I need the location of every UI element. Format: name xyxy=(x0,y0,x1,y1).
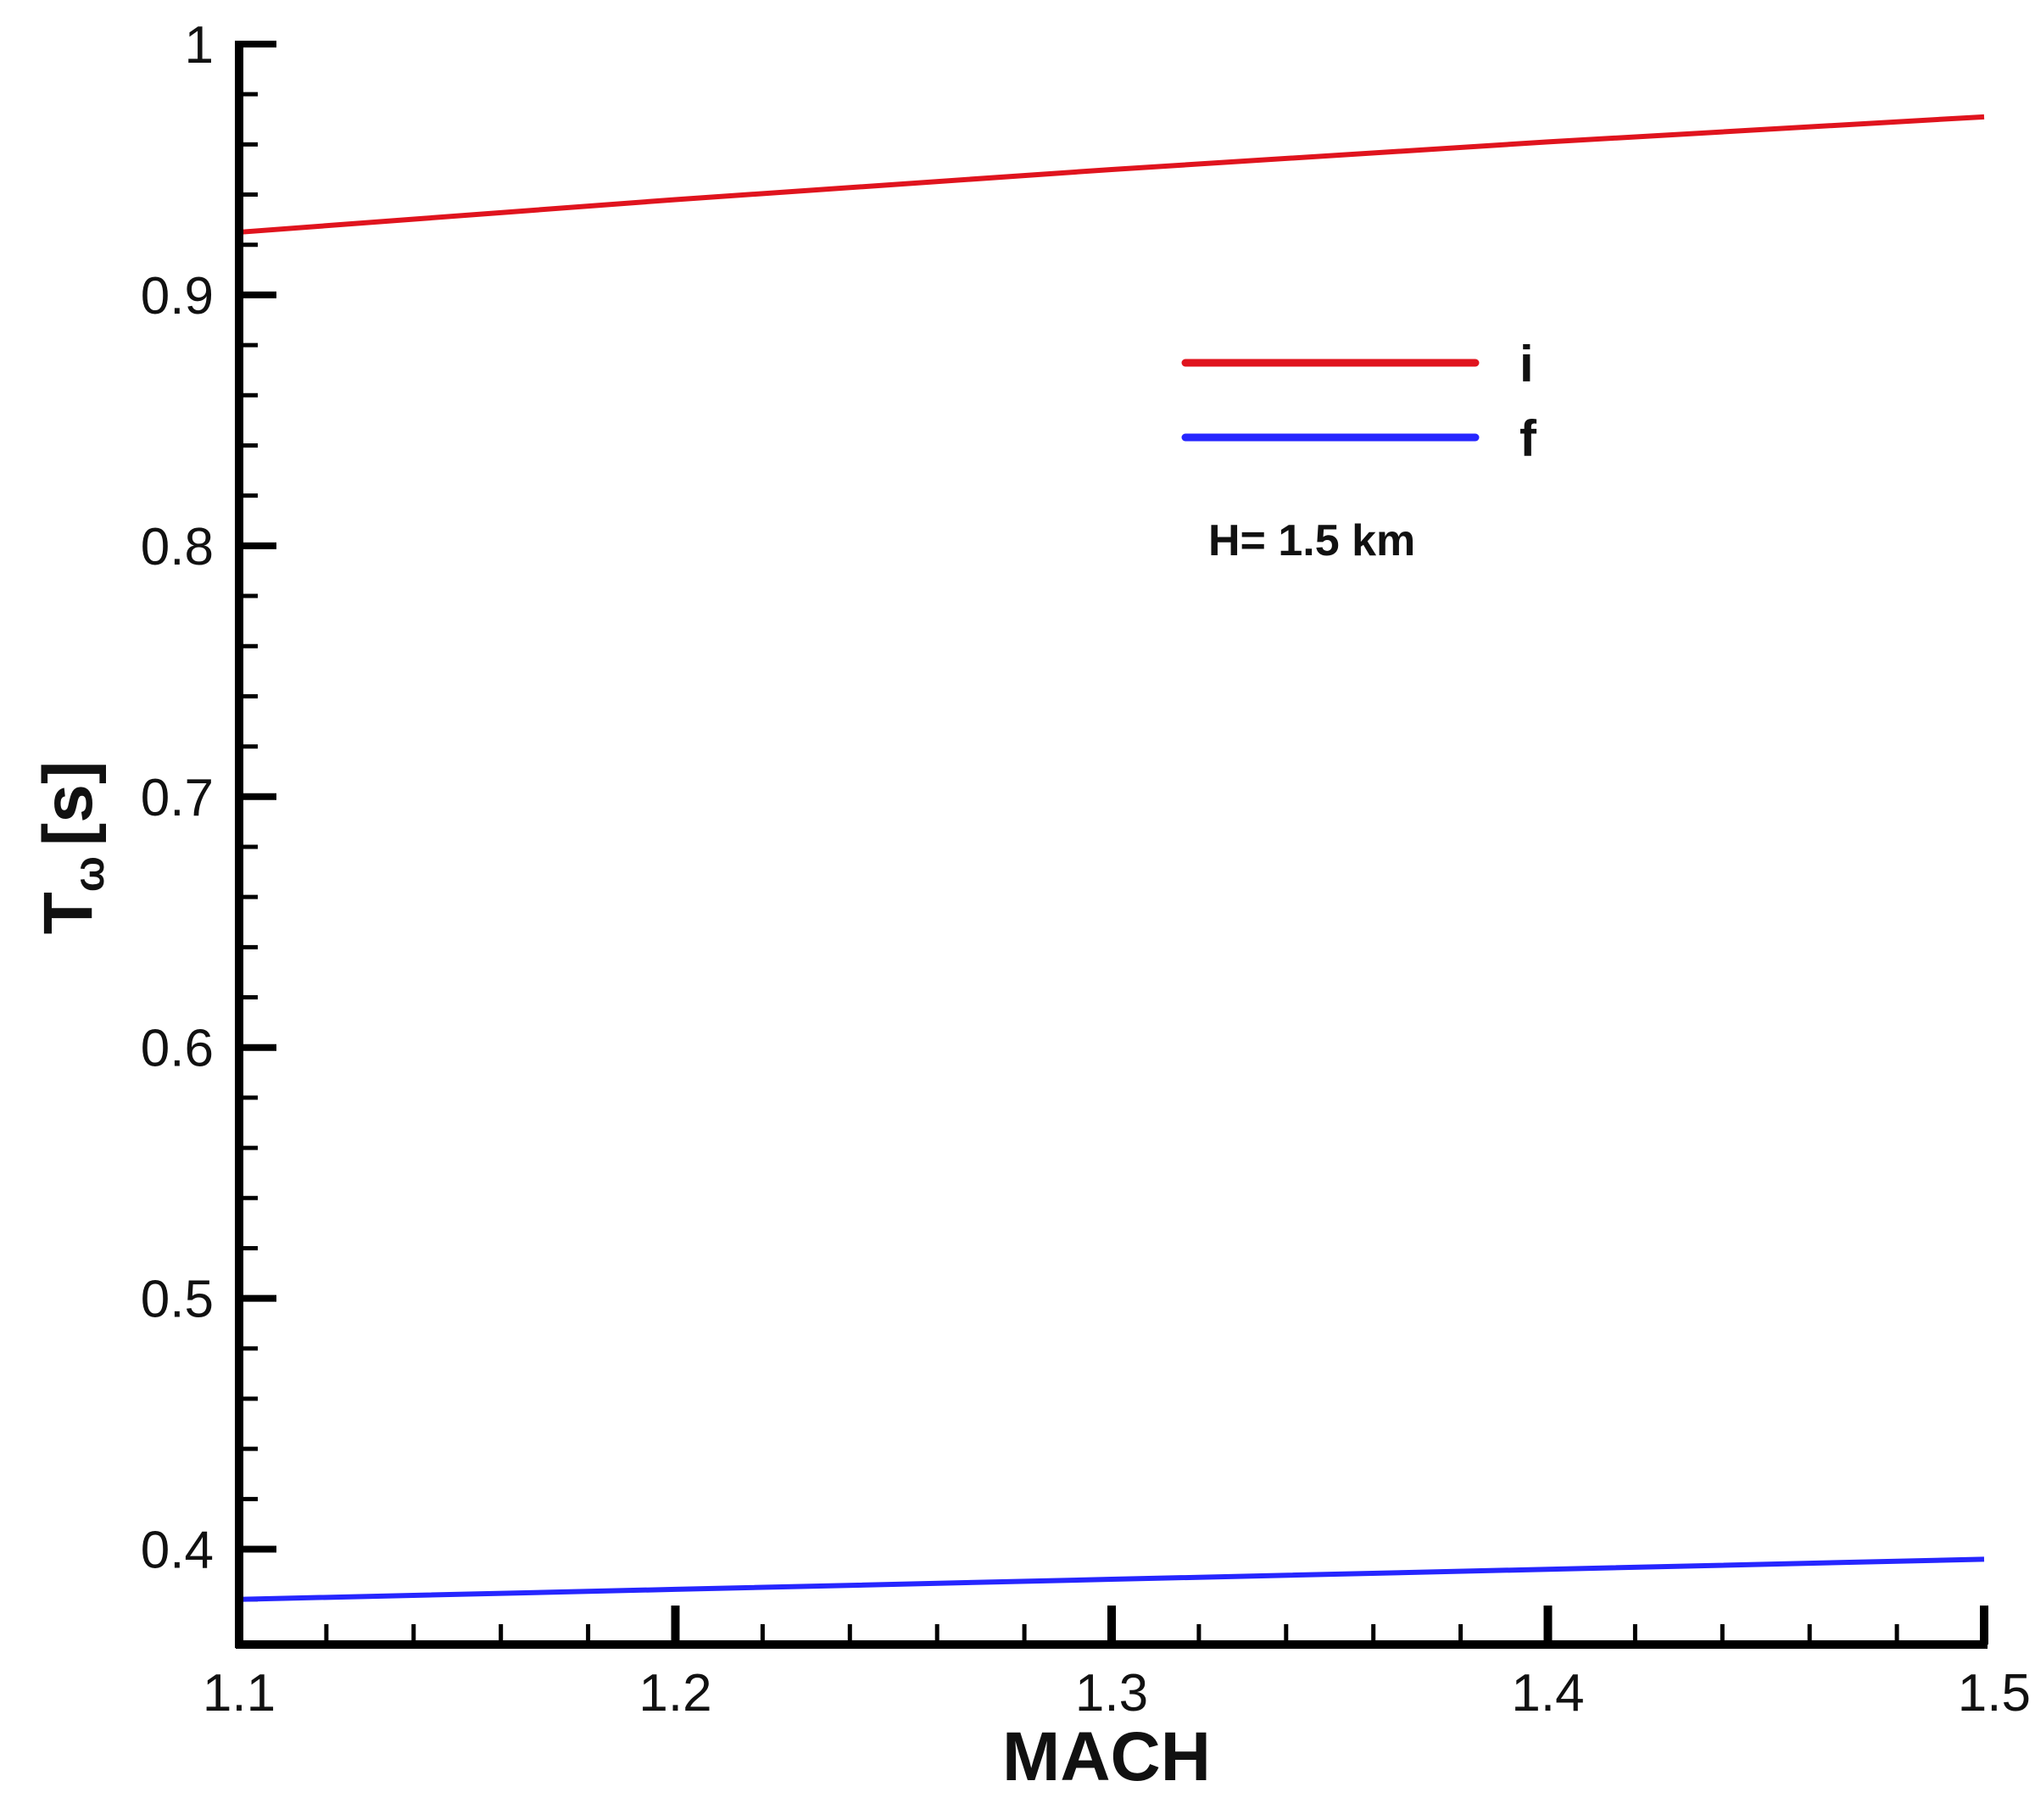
y-tick-label: 0.5 xyxy=(141,1271,214,1329)
y-tick-label: 0.6 xyxy=(141,1020,214,1078)
legend: if xyxy=(1185,336,1537,467)
series-lines xyxy=(239,117,1984,1600)
series-line-i xyxy=(239,117,1984,232)
series-line-f xyxy=(239,1559,1984,1599)
y-axis-title-main: T xyxy=(30,892,107,934)
y-tick-label: 0.7 xyxy=(141,769,214,827)
y-tick-label: 0.8 xyxy=(141,518,214,576)
major-ticks xyxy=(239,44,1984,1645)
y-tick-label: 0.4 xyxy=(141,1522,214,1580)
y-tick-label: 0.9 xyxy=(141,267,214,326)
axes xyxy=(236,41,1988,1648)
x-tick-labels: 1.1 1.2 1.3 1.4 1.5 xyxy=(203,1664,2031,1723)
x-tick-label: 1.1 xyxy=(203,1664,276,1723)
y-axis-title-unit: [s] xyxy=(30,761,107,846)
x-tick-label: 1.4 xyxy=(1511,1664,1584,1723)
annotation-altitude: H= 1.5 km xyxy=(1208,516,1415,565)
y-tick-labels: 0.4 0.5 0.6 0.7 0.8 0.9 1 xyxy=(141,16,214,1580)
legend-label-f: f xyxy=(1519,410,1537,467)
minor-ticks xyxy=(239,94,1897,1645)
y-axis-title: Tω [s] xyxy=(30,761,113,935)
y-axis-title-subscript: ω xyxy=(65,856,113,892)
legend-label-i: i xyxy=(1519,336,1534,392)
x-tick-label: 1.3 xyxy=(1075,1664,1148,1723)
x-tick-label: 1.5 xyxy=(1958,1664,2031,1723)
x-axis-title: MACH xyxy=(1002,1718,1211,1795)
y-tick-label: 1 xyxy=(185,16,214,75)
x-tick-label: 1.2 xyxy=(638,1664,711,1723)
svg-text:Tω[s]: Tω [s] xyxy=(30,761,113,935)
